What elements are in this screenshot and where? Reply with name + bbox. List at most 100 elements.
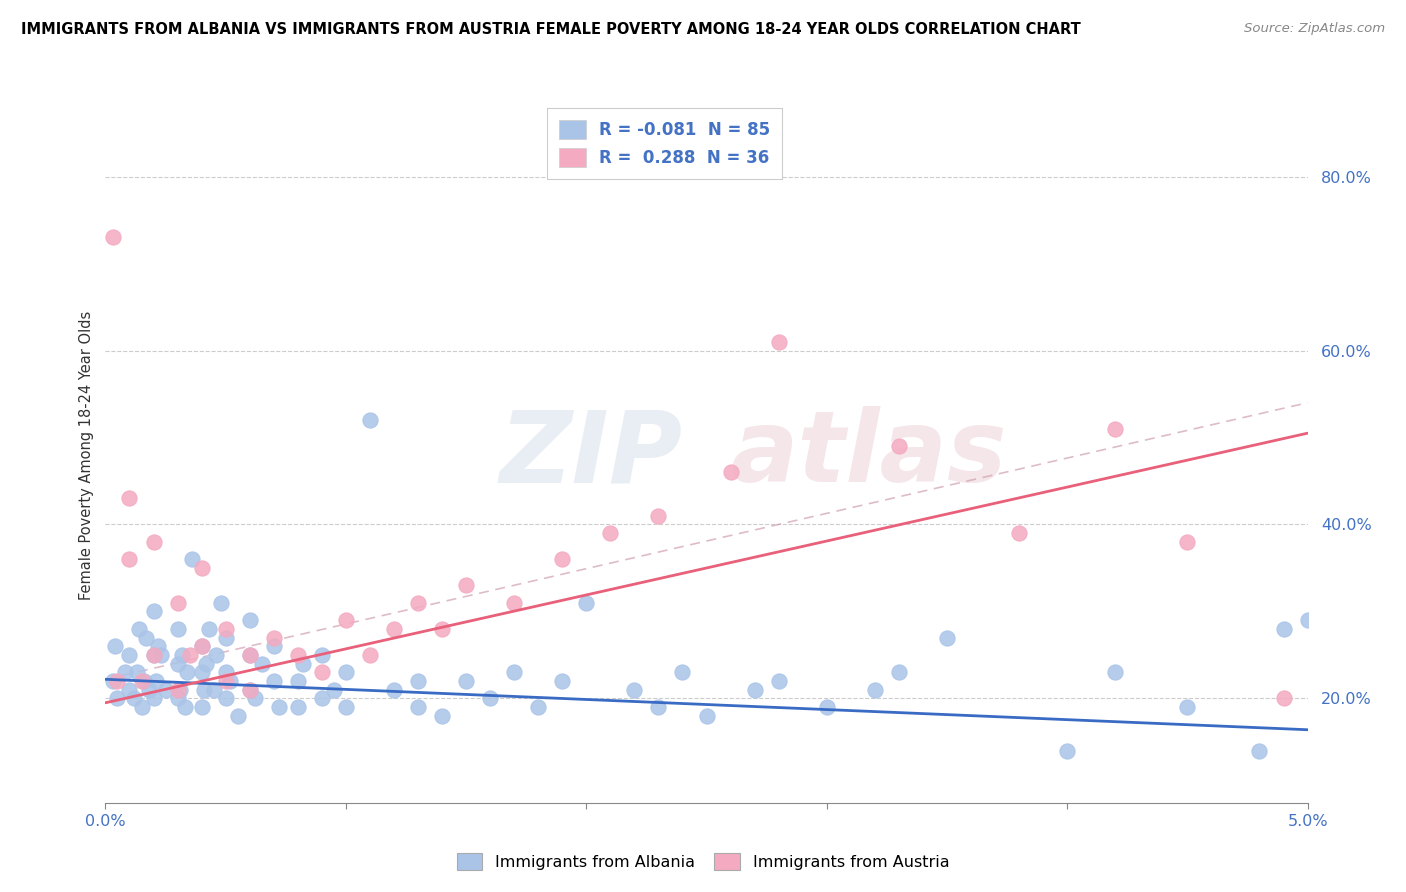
Point [322, 682, 344, 697]
Point [176, 665, 198, 680]
Point [131, 674, 153, 689]
Point [311, 691, 333, 706]
Point [382, 682, 405, 697]
Point [287, 700, 309, 714]
Point [118, 491, 141, 506]
Point [239, 682, 262, 697]
Point [503, 665, 526, 680]
Point [503, 596, 526, 610]
Point [263, 639, 285, 653]
Point [311, 665, 333, 680]
Point [287, 674, 309, 689]
Point [125, 665, 148, 680]
Point [406, 674, 429, 689]
Point [124, 691, 146, 706]
Point [214, 631, 236, 645]
Point [1104, 665, 1126, 680]
Point [250, 657, 273, 671]
Point [768, 334, 790, 349]
Point [335, 700, 357, 714]
Point [936, 631, 959, 645]
Point [267, 700, 290, 714]
Point [671, 665, 693, 680]
Point [527, 700, 550, 714]
Point [169, 682, 191, 697]
Point [190, 639, 212, 653]
Point [623, 682, 645, 697]
Point [1175, 534, 1198, 549]
Point [173, 700, 195, 714]
Point [863, 682, 886, 697]
Point [720, 466, 742, 480]
Point [142, 605, 165, 619]
Point [214, 665, 236, 680]
Point [768, 674, 790, 689]
Point [142, 691, 165, 706]
Point [454, 674, 477, 689]
Point [647, 508, 669, 523]
Point [335, 665, 357, 680]
Point [551, 674, 574, 689]
Point [239, 648, 262, 662]
Point [193, 682, 215, 697]
Point [195, 657, 218, 671]
Point [131, 700, 153, 714]
Point [205, 648, 228, 662]
Point [190, 665, 212, 680]
Point [1056, 744, 1078, 758]
Point [166, 596, 188, 610]
Point [214, 674, 236, 689]
Point [1008, 526, 1031, 541]
Point [107, 674, 129, 689]
Point [430, 708, 453, 723]
Point [263, 631, 285, 645]
Point [101, 230, 124, 244]
Point [172, 648, 194, 662]
Point [214, 691, 236, 706]
Point [647, 700, 669, 714]
Point [132, 674, 155, 689]
Point [166, 691, 188, 706]
Point [181, 552, 204, 566]
Point [287, 648, 309, 662]
Point [1104, 422, 1126, 436]
Point [219, 674, 242, 689]
Point [101, 674, 124, 689]
Point [359, 648, 381, 662]
Point [1296, 613, 1319, 627]
Point [696, 708, 718, 723]
Point [118, 648, 141, 662]
Point [142, 648, 165, 662]
Point [454, 578, 477, 592]
Point [190, 639, 212, 653]
Legend: R = -0.081  N = 85, R =  0.288  N = 36: R = -0.081 N = 85, R = 0.288 N = 36 [547, 109, 782, 178]
Text: Source: ZipAtlas.com: Source: ZipAtlas.com [1244, 22, 1385, 36]
Point [887, 665, 910, 680]
Point [149, 648, 172, 662]
Text: ZIP: ZIP [499, 407, 682, 503]
Point [128, 622, 150, 636]
Point [406, 700, 429, 714]
Point [118, 552, 141, 566]
Point [202, 682, 225, 697]
Legend: Immigrants from Albania, Immigrants from Austria: Immigrants from Albania, Immigrants from… [450, 847, 956, 877]
Point [599, 526, 621, 541]
Text: IMMIGRANTS FROM ALBANIA VS IMMIGRANTS FROM AUSTRIA FEMALE POVERTY AMONG 18-24 YE: IMMIGRANTS FROM ALBANIA VS IMMIGRANTS FR… [21, 22, 1081, 37]
Point [430, 622, 453, 636]
Point [239, 682, 262, 697]
Point [311, 648, 333, 662]
Point [138, 682, 160, 697]
Point [243, 691, 266, 706]
Point [1249, 744, 1271, 758]
Point [190, 561, 212, 575]
Point [291, 657, 314, 671]
Point [359, 413, 381, 427]
Point [190, 700, 212, 714]
Point [1272, 622, 1295, 636]
Text: atlas: atlas [731, 407, 1007, 503]
Point [209, 596, 232, 610]
Point [142, 648, 165, 662]
Point [406, 596, 429, 610]
Point [479, 691, 502, 706]
Point [118, 682, 141, 697]
